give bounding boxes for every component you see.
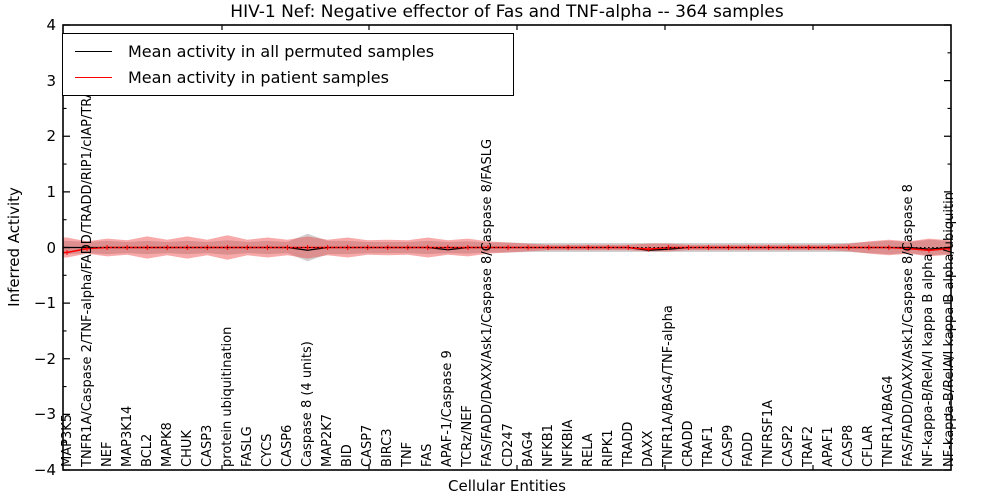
x-tick-label: BAG4 <box>520 431 536 467</box>
x-tick-label: TNF <box>400 441 416 467</box>
x-tick-label: FASLG <box>239 426 255 467</box>
x-tick-label: TNFRSF1A <box>761 399 777 467</box>
y-tick-label: −4 <box>33 461 56 479</box>
x-tick-label: protein ubiquitination <box>219 326 235 467</box>
x-tick-label: CASP6 <box>280 424 295 467</box>
x-axis-title: Cellular Entities <box>448 477 566 495</box>
x-tick-label: BCL2 <box>139 433 155 467</box>
x-tick-label: TRAF2 <box>801 425 817 467</box>
y-tick-label: −1 <box>33 294 56 313</box>
x-tick-label: MAP3K5 <box>59 413 75 467</box>
x-tick-label: MAPK8 <box>159 422 175 467</box>
x-tick-label: CFLAR <box>861 424 877 467</box>
x-tick-label: APAF-1/Caspase 9 <box>440 350 456 467</box>
y-tick-label: 0 <box>46 238 56 257</box>
x-tick-label: TRADD <box>620 421 636 467</box>
chart-title: HIV-1 Nef: Negative effector of Fas and … <box>230 2 784 22</box>
legend-label-patient: Mean activity in patient samples <box>128 67 389 87</box>
x-tick-label: MAP3K14 <box>119 405 135 467</box>
x-tick-label: MAP2K7 <box>320 413 336 467</box>
x-tick-label: NF-kappa-B/RelA/I kappa B alpha <box>921 253 937 467</box>
y-tick-label: 1 <box>46 182 56 201</box>
x-tick-label: CYCS <box>259 433 275 467</box>
x-tick-label: NFKB1 <box>540 424 556 467</box>
x-tick-label: TNFR1A/BAG4 <box>881 375 897 467</box>
x-tick-label: BIRC3 <box>380 428 396 468</box>
y-tick-label: 3 <box>46 71 56 90</box>
x-tick-label: RELA <box>580 433 596 467</box>
axis-ticks <box>63 24 951 471</box>
x-tick-label: TRAF1 <box>700 425 716 467</box>
x-tick-label: APAF1 <box>821 426 837 467</box>
x-tick-label: CRADD <box>680 420 696 468</box>
legend-label-permuted: Mean activity in all permuted samples <box>128 42 435 62</box>
x-tick-label: BID <box>340 444 356 467</box>
x-tick-label: FAS <box>420 443 436 467</box>
x-tick-label: CASP2 <box>781 424 797 467</box>
x-tick-label: CASP9 <box>721 424 736 467</box>
x-tick-label: FAS/FADD/DAXX/Ask1/Caspase 8/Caspase 8/F… <box>480 138 496 467</box>
x-tick-label: CASP8 <box>841 424 857 467</box>
permuted-line-swatch-icon <box>75 51 112 53</box>
x-tick-label: NFKBIA <box>560 419 576 467</box>
legend: Mean activity in all permuted samples Me… <box>62 33 514 96</box>
x-tick-label: RIPK1 <box>600 429 616 467</box>
y-tick-label: 2 <box>46 127 56 146</box>
x-tick-label: NF-kappa-B/RelA/I kappa B alpha/ubiquiti… <box>941 192 957 467</box>
x-tick-label: FAS/FADD/DAXX/Ask1/Caspase 8/Caspase 8 <box>901 184 917 467</box>
x-tick-label: TNFR1A/Caspase 2/TNF-alpha/FADD/TRADD/RI… <box>79 73 95 467</box>
legend-row-patient: Mean activity in patient samples <box>75 68 513 87</box>
x-tick-label: CASP3 <box>199 424 215 467</box>
x-tick-label: Caspase 8 (4 units) <box>300 341 316 467</box>
x-tick-label: TCRz/NEF <box>460 405 476 467</box>
x-tick-label: FADD <box>741 431 757 467</box>
y-tick-label: −3 <box>33 405 56 424</box>
x-tick-label: TNFR1A/BAG4/TNF-alpha <box>660 305 676 467</box>
patient-line-swatch-icon <box>75 76 112 78</box>
x-tick-label: CHUK <box>179 430 195 467</box>
x-tick-label: NEF <box>99 441 115 467</box>
y-tick-label: 4 <box>46 16 56 34</box>
x-tick-label: CASP7 <box>360 424 376 467</box>
x-tick-label: DAXX <box>640 430 656 468</box>
legend-row-permuted: Mean activity in all permuted samples <box>75 42 513 61</box>
x-tick-label: CD247 <box>500 423 516 467</box>
y-tick-label: −2 <box>33 349 56 368</box>
